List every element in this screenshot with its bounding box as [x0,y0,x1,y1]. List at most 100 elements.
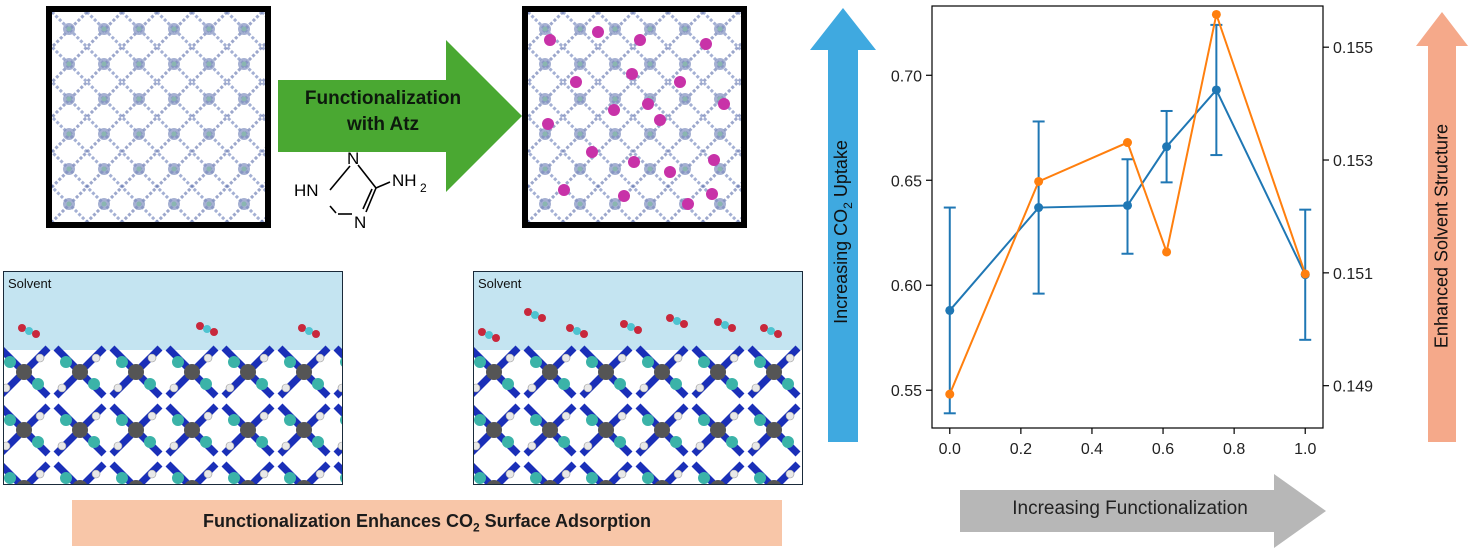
metal-atom [766,422,782,438]
x-tick-label: 1.0 [1294,441,1316,458]
oxygen-atom [196,322,204,330]
carbon-atom [60,472,72,484]
node-core [171,96,177,102]
bond [747,461,775,484]
carbon-atom [32,378,44,390]
co2-uptake-label: Increasing CO2 Uptake [831,140,855,324]
node-core [136,61,142,67]
hydrogen-atom [695,383,705,393]
hydrogen-atom [695,441,705,451]
strand [52,149,124,222]
hydrogen-atom [583,441,593,451]
node-core [101,26,107,32]
hydrogen-atom [639,441,649,451]
node-core [647,131,653,137]
carbon-atom [284,472,296,484]
node-core [206,96,212,102]
atz-sphere [628,156,640,168]
node-core [241,166,247,172]
node-core [101,61,107,67]
node-core [647,201,653,207]
metal-atom [487,480,501,484]
node-core [101,166,107,172]
carbon-atom [726,436,738,448]
node-core [577,61,583,67]
metal-atom [598,364,614,380]
solvent-region [4,272,342,350]
carbon-atom [228,472,240,484]
metal-atom [184,364,200,380]
metal-atom [486,422,502,438]
oxygen-atom [312,330,320,338]
metal-atom [654,422,670,438]
carbon-atom [172,414,184,426]
carbon-atom [782,436,794,448]
atz-nh2: NH [392,171,417,190]
carbon-atom [340,357,342,367]
hydrogen-atom [4,383,11,393]
atz-sphere [718,98,730,110]
oxygen-atom [18,324,26,332]
carbon-atom [340,473,342,483]
node-core [612,61,618,67]
slab-panel-functionalized: Solvent [473,271,803,485]
oxygen-atom [728,324,736,332]
series-point-right [1211,9,1221,19]
node-core [542,61,548,67]
carbon-atom [88,378,100,390]
carbon-atom [474,356,486,368]
hydrogen-atom [113,441,123,451]
strand [701,181,741,222]
hydrogen-atom [147,411,157,421]
solvent-structure-label: Enhanced Solvent Structure [1431,123,1452,349]
carbon-atom [558,436,570,448]
carbon-atom [312,436,324,448]
node-core [577,131,583,137]
co2-uptake-arrow [810,8,876,442]
hydrogen-atom [35,353,45,363]
y-right-tick-label: 0.151 [1333,266,1373,283]
co2-carbon [305,327,313,335]
mof-image-pristine [46,6,271,228]
carbon-atom [754,414,766,426]
hydrogen-atom [474,441,481,451]
mof-image-functionalized [522,6,747,228]
hydrogen-atom [617,411,627,421]
strand [52,12,229,190]
y-axis-right: 0.149 0.151 0.153 0.155 [1323,40,1373,396]
oxygen-atom [478,328,486,336]
functionalization-arrow [278,40,522,192]
carbon-atom [284,414,296,426]
atz-n1: N [347,149,359,168]
node-core [101,201,107,207]
strand [596,76,741,222]
node-core [206,166,212,172]
carbon-atom [116,472,128,484]
y-left-tick-label: 0.55 [891,383,922,400]
carbon-atom [782,378,794,390]
hydrogen-atom [225,441,235,451]
co2-molecules [478,308,782,342]
carbon-atom [172,472,184,484]
strand [52,12,124,85]
strand [120,76,265,222]
oxygen-atom [210,328,218,336]
series-point-right [945,389,955,399]
metal-atom [766,364,782,380]
metal-atom [542,364,558,380]
node-core [542,131,548,137]
carbon-atom [284,356,296,368]
hydrogen-atom [617,469,627,479]
node-core [206,131,212,137]
node-core [612,131,618,137]
co2-carbon [767,327,775,335]
plot-frame [931,5,1324,429]
oxygen-atom [538,314,546,322]
carbon-atom [116,414,128,426]
metal-atom [129,480,143,484]
bond [4,463,25,484]
metal-atom [710,364,726,380]
carbon-atom [88,436,100,448]
node-core [136,26,142,32]
metal-atom [543,480,557,484]
